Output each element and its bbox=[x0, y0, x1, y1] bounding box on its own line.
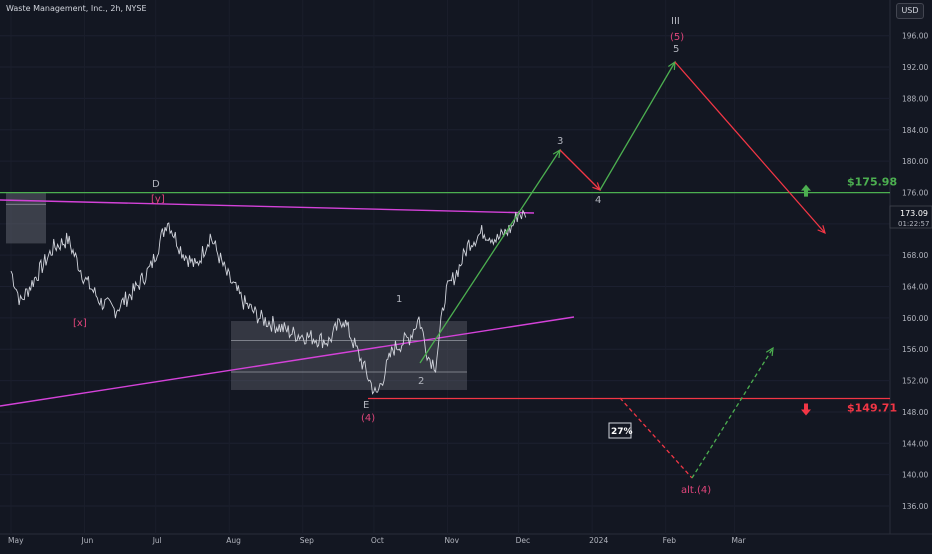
time-tick-label: Jul bbox=[152, 536, 162, 545]
price-tick-label: 188.00 bbox=[902, 94, 928, 103]
last-price-tag bbox=[889, 205, 932, 229]
price-tick-label: 136.00 bbox=[902, 502, 928, 511]
arrowhead bbox=[552, 148, 561, 159]
currency-button[interactable]: USD bbox=[896, 3, 924, 19]
lower-trendline bbox=[0, 316, 575, 407]
arrowhead bbox=[817, 225, 826, 235]
wave-green-up-2 bbox=[599, 61, 676, 191]
wave-label: E bbox=[363, 400, 369, 411]
price-tick-label: 160.00 bbox=[902, 314, 928, 323]
price-tick-label: 168.00 bbox=[902, 251, 928, 260]
time-tick-label: 2024 bbox=[589, 536, 608, 545]
support-label: $149.71 bbox=[847, 402, 897, 415]
price-tick-label: 180.00 bbox=[902, 157, 928, 166]
price-tick-label: 148.00 bbox=[902, 408, 928, 417]
wave-red-down-1 bbox=[559, 149, 601, 191]
price-tick-label: 192.00 bbox=[902, 63, 928, 72]
wave-label: 5 bbox=[673, 44, 679, 55]
probability-badge-text: 27% bbox=[611, 427, 633, 437]
alt-wave-red-dashed bbox=[619, 397, 693, 479]
upper-trendline bbox=[0, 199, 535, 214]
price-tick-label: 144.00 bbox=[902, 439, 928, 448]
bar-countdown: 01:22:57 bbox=[898, 220, 929, 228]
price-tick-label: 164.00 bbox=[902, 283, 928, 292]
wave-label: [x] bbox=[73, 318, 87, 329]
wave-label: D bbox=[152, 179, 160, 190]
arrow-down-icon bbox=[801, 403, 811, 416]
wave-label: 1 bbox=[396, 294, 402, 305]
price-tick-label: 140.00 bbox=[902, 471, 928, 480]
arrowhead bbox=[765, 346, 774, 357]
wave-green-up-1 bbox=[419, 149, 561, 364]
price-tick-label: 156.00 bbox=[902, 345, 928, 354]
alt-wave-green-dashed bbox=[691, 347, 774, 479]
wave-label: III bbox=[671, 16, 680, 27]
wave-label: [y] bbox=[151, 194, 165, 205]
wave-label: 4 bbox=[595, 195, 601, 206]
arrow-up-icon bbox=[801, 184, 811, 197]
time-tick-label: Oct bbox=[371, 536, 384, 545]
time-tick-label: Mar bbox=[731, 536, 746, 545]
price-tick-label: 176.00 bbox=[902, 188, 928, 197]
time-tick-label: Sep bbox=[300, 536, 314, 545]
wave-label: (4) bbox=[361, 413, 375, 424]
time-tick-label: Aug bbox=[226, 536, 241, 545]
time-tick-label: May bbox=[8, 536, 24, 545]
time-tick-label: Dec bbox=[516, 536, 531, 545]
last-price-value: 173.09 bbox=[900, 209, 928, 218]
wave-label: 3 bbox=[557, 136, 563, 147]
probability-badge bbox=[608, 422, 632, 439]
resistance-label: $175.98 bbox=[847, 176, 897, 189]
time-tick-label: Jun bbox=[81, 536, 94, 545]
time-tick-label: Feb bbox=[663, 536, 677, 545]
wave-label: 2 bbox=[418, 376, 424, 387]
time-tick-label: Nov bbox=[444, 536, 459, 545]
price-series-line bbox=[10, 209, 527, 395]
price-tick-label: 196.00 bbox=[902, 32, 928, 41]
symbol-title: Waste Management, Inc., 2h, NYSE bbox=[6, 4, 147, 13]
price-tick-label: 152.00 bbox=[902, 377, 928, 386]
price-scale[interactable] bbox=[890, 0, 932, 550]
wave-label: alt.(4) bbox=[681, 485, 711, 496]
price-tick-label: 184.00 bbox=[902, 126, 928, 135]
wave-red-down-2 bbox=[674, 61, 826, 234]
wave-label: (5) bbox=[670, 32, 684, 43]
